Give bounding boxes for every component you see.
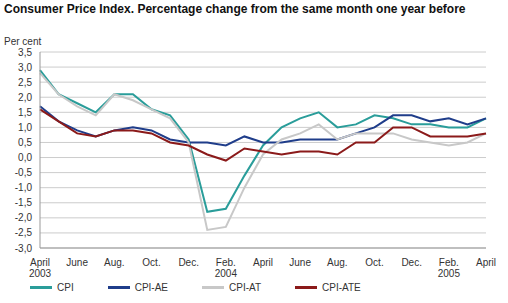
svg-text:Oct.: Oct. — [142, 257, 160, 268]
svg-text:Dec.: Dec. — [178, 257, 199, 268]
html-text:Per cent: Per cent — [4, 36, 42, 47]
html-text:CPI-AE: CPI-AE — [134, 282, 168, 293]
svg-text:-1,0: -1,0 — [15, 182, 33, 193]
svg-text:Dec.: Dec. — [401, 257, 422, 268]
svg-text:June: June — [66, 257, 88, 268]
svg-text:3,0: 3,0 — [18, 62, 32, 73]
svg-text:3,5: 3,5 — [18, 47, 32, 58]
html-text:Consumer Price Index. Percenta: Consumer Price Index. Percentage change … — [4, 2, 466, 16]
svg-text:2,0: 2,0 — [18, 92, 32, 103]
svg-text:Aug.: Aug. — [327, 257, 348, 268]
svg-text:-2,5: -2,5 — [15, 227, 33, 238]
html-text:CPI-ATE: CPI-ATE — [322, 282, 361, 293]
svg-text:1,0: 1,0 — [18, 122, 32, 133]
svg-text:Aug.: Aug. — [104, 257, 125, 268]
svg-text:0,5: 0,5 — [18, 137, 32, 148]
svg-text:April: April — [476, 257, 496, 268]
svg-text:-3,0: -3,0 — [15, 243, 33, 254]
svg-text:Oct.: Oct. — [365, 257, 383, 268]
svg-text:-2,0: -2,0 — [15, 212, 33, 223]
svg-text:2,5: 2,5 — [18, 77, 32, 88]
svg-text:April: April — [253, 257, 273, 268]
svg-text:1,5: 1,5 — [18, 107, 32, 118]
svg-text:-1,5: -1,5 — [15, 197, 33, 208]
svg-text:-0,5: -0,5 — [15, 167, 33, 178]
svg-text:June: June — [289, 257, 311, 268]
html-text:CPI: CPI — [57, 282, 74, 293]
html-text:CPI-AT: CPI-AT — [229, 282, 262, 293]
svg-text:April2003: April2003 — [29, 257, 52, 278]
svg-text:0,0: 0,0 — [18, 152, 32, 163]
svg-text:Feb.2004: Feb.2004 — [215, 257, 238, 278]
svg-text:Feb.2005: Feb.2005 — [438, 257, 461, 278]
